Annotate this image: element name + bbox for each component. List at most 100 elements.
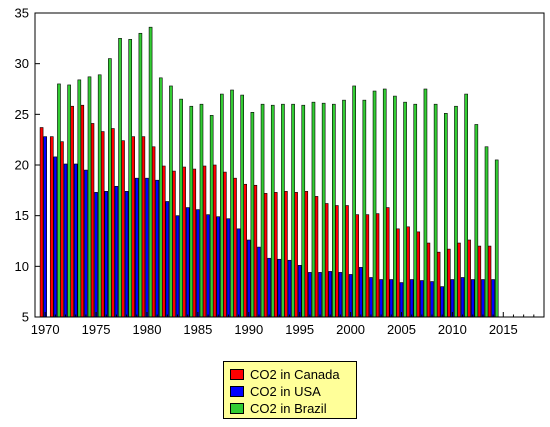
bar-usa-2001: [358, 267, 363, 318]
bar-usa-1984: [185, 207, 190, 318]
bar-canada-1979: [131, 136, 135, 318]
bar-usa-2009: [440, 286, 445, 318]
y-tick-label-25: 25: [15, 107, 29, 122]
bar-usa-2012: [470, 279, 475, 318]
bar-brazil-1982: [169, 85, 173, 318]
legend-swatch-canada: [230, 369, 244, 380]
x-tick-label-1980: 1980: [133, 322, 162, 337]
x-axis: 1970 1975 1980 1985 1990 1995 2000 2005 2010 2015: [31, 312, 535, 337]
y-tick-label-15: 15: [15, 208, 29, 223]
legend-swatch-usa: [230, 386, 244, 397]
bar-canada-1986: [202, 165, 207, 318]
bar-brazil-1973: [77, 79, 82, 318]
bar-canada-1999: [334, 205, 339, 318]
legend-swatch-brazil: [230, 403, 244, 414]
bar-usa-1973: [73, 163, 78, 318]
bar-brazil-2014: [494, 159, 499, 318]
bar-canada-1976: [100, 131, 105, 318]
bar-usa-1999: [338, 272, 343, 318]
bar-usa-1983: [175, 215, 180, 318]
co2-bar-chart: 5 10 15 20 25 30 35 1970 1975 1980 1985 1990 1995 20…: [15, 6, 545, 337]
bar-canada-1991: [253, 184, 258, 318]
bar-usa-1977: [114, 185, 119, 318]
bar-canada-1996: [304, 191, 309, 318]
legend-label-brazil: CO2 in Brazil: [250, 401, 327, 416]
bar-canada-2011: [457, 242, 461, 318]
bar-usa-1995: [297, 265, 302, 318]
bar-usa-2010: [450, 279, 455, 318]
bar-canada-2009: [436, 251, 441, 318]
bar-canada-1971: [49, 136, 54, 318]
bar-brazil-1994: [291, 103, 295, 318]
bar-brazil-1984: [189, 105, 194, 318]
bar-usa-2003: [379, 279, 383, 318]
bar-brazil-2007: [423, 88, 428, 318]
bar-canada-2001: [355, 214, 359, 318]
x-tick-label-2000: 2000: [336, 322, 365, 337]
bar-usa-2007: [420, 280, 424, 318]
bar-canada-1980: [141, 136, 146, 318]
bar-usa-1993: [277, 258, 282, 318]
bar-canada-1987: [212, 164, 217, 318]
bar-brazil-1981: [158, 77, 163, 318]
bar-usa-1991: [257, 246, 261, 318]
legend-item-canada: CO2 in Canada: [230, 366, 356, 383]
bar-brazil-1985: [199, 103, 204, 318]
bar-canada-1983: [172, 170, 176, 318]
bar-canada-1972: [60, 141, 64, 318]
bar-brazil-1992: [270, 104, 275, 318]
bar-brazil-2006: [413, 103, 418, 318]
bar-canada-1990: [243, 183, 247, 318]
bar-brazil-1975: [97, 74, 102, 318]
bar-brazil-1990: [250, 112, 255, 318]
bar-brazil-2010: [454, 105, 458, 318]
bar-brazil-1999: [342, 99, 346, 318]
bar-usa-2013: [481, 279, 485, 318]
bar-brazil-1978: [128, 39, 133, 318]
y-axis: 5 10 15 20 25 30 35: [15, 6, 40, 325]
bar-brazil-1986: [209, 115, 214, 318]
bar-brazil-1988: [230, 89, 234, 318]
x-tick-label-1995: 1995: [285, 322, 314, 337]
x-tick-label-1985: 1985: [183, 322, 212, 337]
bar-brazil-1980: [148, 26, 153, 318]
legend-label-canada: CO2 in Canada: [250, 367, 340, 382]
bar-canada-1997: [314, 196, 319, 318]
bar-brazil-1995: [301, 104, 306, 318]
bar-canada-1994: [284, 191, 288, 318]
bar-usa-2011: [460, 277, 465, 318]
bar-canada-1970: [39, 127, 44, 318]
bar-canada-1981: [151, 146, 156, 318]
y-tick-label-10: 10: [15, 259, 29, 274]
bar-usa-1988: [226, 218, 231, 318]
bar-brazil-2000: [352, 85, 356, 318]
legend-label-usa: CO2 in USA: [250, 384, 321, 399]
x-tick-label-1975: 1975: [82, 322, 111, 337]
bar-canada-1992: [263, 193, 268, 318]
bar-usa-2005: [399, 282, 404, 318]
bar-brazil-2003: [382, 88, 387, 318]
bar-brazil-2001: [362, 99, 367, 318]
bar-canada-1995: [294, 192, 298, 318]
legend-item-brazil: CO2 in Brazil: [230, 400, 356, 417]
bar-brazil-1989: [240, 94, 244, 318]
bar-brazil-1991: [260, 103, 265, 318]
bar-canada-2014: [487, 245, 492, 318]
bar-brazil-2004: [393, 95, 397, 318]
bar-usa-1979: [135, 177, 139, 318]
bar-canada-1982: [161, 165, 166, 318]
bar-canada-2012: [467, 239, 471, 318]
legend: CO2 in Canada CO2 in USA CO2 in Brazil: [223, 361, 357, 419]
bar-canada-2002: [365, 214, 370, 318]
bar-canada-1978: [121, 140, 125, 318]
bar-brazil-2005: [403, 101, 407, 318]
bar-brazil-1977: [118, 38, 122, 318]
bar-brazil-1976: [108, 58, 112, 318]
bar-usa-2004: [389, 279, 394, 318]
bar-canada-2003: [375, 213, 380, 318]
bar-brazil-1974: [87, 76, 92, 318]
bar-canada-2004: [385, 207, 390, 318]
bar-canada-2000: [345, 205, 349, 318]
bar-brazil-2009: [443, 113, 448, 318]
bar-canada-2007: [416, 231, 421, 318]
